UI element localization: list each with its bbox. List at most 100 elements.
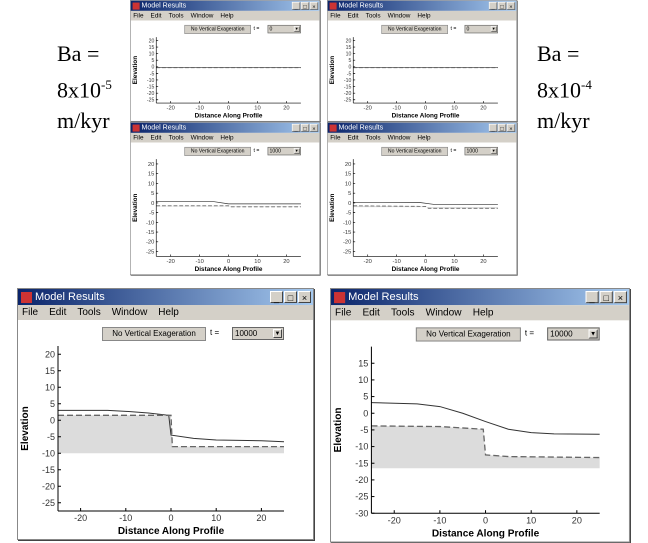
menu-window[interactable]: Window xyxy=(425,307,462,319)
title-bar[interactable]: Model Results _ □ × xyxy=(327,0,517,11)
close-button[interactable]: × xyxy=(298,291,311,303)
chevron-down-icon[interactable]: ▼ xyxy=(293,26,300,32)
x-tick-label: -20 xyxy=(74,513,87,523)
time-dropdown[interactable]: 1000 ▼ xyxy=(267,146,301,156)
time-dropdown[interactable]: 10000 ▼ xyxy=(232,327,284,340)
chevron-down-icon[interactable]: ▼ xyxy=(293,148,300,154)
menu-help[interactable]: Help xyxy=(417,134,431,142)
y-tick-label: 5 xyxy=(151,191,154,197)
close-button[interactable]: × xyxy=(613,291,627,304)
title-bar[interactable]: Model Results _ □ × xyxy=(130,0,320,11)
minimize-button[interactable]: _ xyxy=(488,123,498,132)
surface-line xyxy=(353,201,498,205)
menu-edit[interactable]: Edit xyxy=(150,134,162,142)
x-tick-label: 20 xyxy=(256,513,266,523)
menu-window[interactable]: Window xyxy=(111,307,148,318)
menu-tools[interactable]: Tools xyxy=(365,134,381,142)
no-vertical-exaggeration-button[interactable]: No Vertical Exageration xyxy=(415,327,521,342)
maximize-button[interactable]: □ xyxy=(497,1,507,10)
menu-bar: File Edit Tools Window Help xyxy=(331,305,629,321)
maximize-button[interactable]: □ xyxy=(300,1,310,10)
menu-help[interactable]: Help xyxy=(472,307,494,319)
x-tick-label: 0 xyxy=(227,105,230,111)
time-dropdown[interactable]: 0 ▼ xyxy=(267,24,301,34)
title-bar[interactable]: Model Results _ □ × xyxy=(327,122,517,133)
menu-edit[interactable]: Edit xyxy=(49,307,67,318)
title-bar[interactable]: Model Results _ □ × xyxy=(130,122,320,133)
ba-unit: m/kyr xyxy=(537,108,590,134)
menu-help[interactable]: Help xyxy=(417,12,431,20)
chevron-down-icon[interactable]: ▼ xyxy=(588,329,598,339)
x-tick-label: -20 xyxy=(364,259,372,265)
no-vertical-exaggeration-button[interactable]: No Vertical Exageration xyxy=(381,146,448,156)
menu-help[interactable]: Help xyxy=(220,134,234,142)
menu-tools[interactable]: Tools xyxy=(390,307,415,319)
menu-edit[interactable]: Edit xyxy=(362,307,380,319)
x-tick-label: 0 xyxy=(424,105,427,111)
menu-file[interactable]: File xyxy=(133,134,144,142)
close-button[interactable]: × xyxy=(506,123,516,132)
time-dropdown[interactable]: 0 ▼ xyxy=(464,24,498,34)
y-tick-label: 20 xyxy=(45,349,55,359)
title-bar[interactable]: Model Results _ □ × xyxy=(18,289,313,305)
menu-file[interactable]: File xyxy=(133,12,144,20)
y-axis-label: Elevation xyxy=(329,56,336,84)
menu-tools[interactable]: Tools xyxy=(168,12,184,20)
menu-help[interactable]: Help xyxy=(220,12,234,20)
chevron-down-icon[interactable]: ▼ xyxy=(490,26,497,32)
window-title: Model Results xyxy=(141,1,187,10)
minimize-button[interactable]: _ xyxy=(585,291,599,304)
menu-tools[interactable]: Tools xyxy=(168,134,184,142)
menu-bar: File Edit Tools Window Help xyxy=(327,132,517,143)
no-vertical-exaggeration-button[interactable]: No Vertical Exageration xyxy=(184,146,251,156)
no-vertical-exaggeration-button[interactable]: No Vertical Exageration xyxy=(184,24,251,34)
model-results-window: Model Results _ □ × File Edit Tools Window Hel… xyxy=(17,288,314,540)
y-tick-label: -25 xyxy=(146,249,154,255)
x-tick-label: 10 xyxy=(451,259,457,265)
maximize-button[interactable]: □ xyxy=(497,123,507,132)
menu-file[interactable]: File xyxy=(335,307,352,319)
time-label: t = xyxy=(450,147,457,154)
menu-window[interactable]: Window xyxy=(190,134,214,142)
minimize-button[interactable]: _ xyxy=(270,291,283,303)
y-tick-label: 0 xyxy=(348,201,351,207)
menu-window[interactable]: Window xyxy=(190,12,214,20)
ba-exponent: -4 xyxy=(581,77,592,92)
time-dropdown[interactable]: 10000 ▼ xyxy=(547,327,600,341)
menu-file[interactable]: File xyxy=(330,12,341,20)
menu-file[interactable]: File xyxy=(330,134,341,142)
menu-window[interactable]: Window xyxy=(387,134,411,142)
maximize-button[interactable]: □ xyxy=(284,291,297,303)
minimize-button[interactable]: _ xyxy=(291,123,301,132)
no-vertical-exaggeration-button[interactable]: No Vertical Exageration xyxy=(381,24,448,34)
y-tick-label: -5 xyxy=(149,211,154,217)
y-tick-label: -25 xyxy=(147,98,155,104)
menu-file[interactable]: File xyxy=(22,307,39,318)
matlab-logo-icon xyxy=(132,124,140,132)
y-tick-label: 0 xyxy=(50,415,55,425)
close-button[interactable]: × xyxy=(506,1,516,10)
menu-edit[interactable]: Edit xyxy=(150,12,162,20)
maximize-button[interactable]: □ xyxy=(599,291,613,304)
close-button[interactable]: × xyxy=(309,123,319,132)
time-dropdown[interactable]: 1000 ▼ xyxy=(464,146,498,156)
no-vertical-exaggeration-button[interactable]: No Vertical Exageration xyxy=(102,327,206,341)
chevron-down-icon[interactable]: ▼ xyxy=(490,148,497,154)
menu-edit[interactable]: Edit xyxy=(347,12,359,20)
x-tick-label: -10 xyxy=(433,515,446,525)
menu-tools[interactable]: Tools xyxy=(365,12,381,20)
maximize-button[interactable]: □ xyxy=(300,123,310,132)
menu-tools[interactable]: Tools xyxy=(77,307,101,318)
minimize-button[interactable]: _ xyxy=(291,1,301,10)
menu-window[interactable]: Window xyxy=(387,12,411,20)
y-tick-label: 10 xyxy=(45,382,55,392)
close-button[interactable]: × xyxy=(309,1,319,10)
minimize-button[interactable]: _ xyxy=(488,1,498,10)
title-bar[interactable]: Model Results _ □ × xyxy=(331,289,629,306)
elevation-profile-chart: -20 -10 0 10 2020151050-5-10-15-20-25Distanc… xyxy=(132,37,301,120)
y-tick-label: -15 xyxy=(147,84,155,90)
y-tick-label: 5 xyxy=(348,191,351,197)
menu-edit[interactable]: Edit xyxy=(347,134,359,142)
chevron-down-icon[interactable]: ▼ xyxy=(273,329,282,338)
menu-help[interactable]: Help xyxy=(158,307,179,318)
